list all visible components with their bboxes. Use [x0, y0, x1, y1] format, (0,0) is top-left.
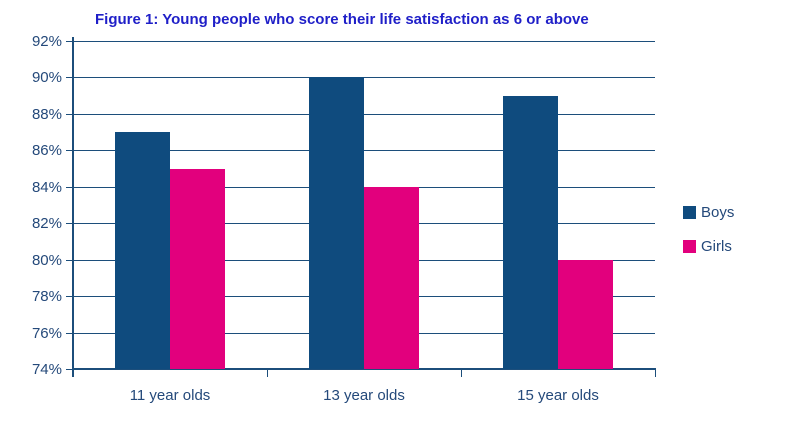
- legend-swatch-boys: [683, 206, 696, 219]
- x-axis-tick-mark: [461, 369, 462, 377]
- legend-label: Girls: [701, 238, 732, 255]
- y-axis-tick-mark: [66, 223, 73, 225]
- x-axis-line: [73, 368, 656, 370]
- y-axis-tick-label: 90%: [31, 69, 62, 87]
- gridline: [73, 150, 655, 152]
- x-axis-tick-mark: [267, 369, 268, 377]
- y-axis-tick-mark: [66, 77, 73, 79]
- chart-title: Figure 1: Young people who score their l…: [95, 11, 589, 28]
- y-axis-tick-label: 86%: [31, 142, 62, 160]
- bar-boys-15-year-olds: [503, 95, 558, 369]
- y-axis-tick-mark: [66, 369, 73, 370]
- gridline: [73, 77, 655, 79]
- y-axis-tick-label: 74%: [31, 361, 62, 378]
- legend-item-boys: Boys: [683, 204, 734, 221]
- x-axis-category-label: 15 year olds: [517, 387, 599, 404]
- legend-item-girls: Girls: [683, 238, 734, 255]
- y-axis-tick-mark: [66, 41, 73, 42]
- y-axis-tick-label: 88%: [31, 105, 62, 123]
- x-axis-category-label: 13 year olds: [323, 387, 405, 404]
- y-axis-tick-mark: [66, 186, 73, 188]
- bar-boys-11-year-olds: [115, 132, 170, 369]
- x-axis-tick-mark: [73, 369, 74, 377]
- y-axis-tick-mark: [66, 113, 73, 115]
- gridline: [73, 113, 655, 115]
- plot-area: [73, 41, 655, 369]
- bar-girls-15-year-olds: [558, 259, 613, 369]
- y-axis-tick-mark: [66, 150, 73, 152]
- x-axis-category-label: 11 year olds: [129, 387, 211, 404]
- y-axis-tick-label: 78%: [31, 288, 62, 306]
- legend-swatch-girls: [683, 240, 696, 253]
- legend-label: Boys: [701, 204, 735, 221]
- x-axis-tick-mark: [655, 369, 656, 377]
- bar-girls-11-year-olds: [170, 168, 225, 369]
- legend: Boys Girls: [683, 204, 734, 272]
- bar-girls-13-year-olds: [364, 186, 419, 369]
- gridline: [73, 41, 655, 42]
- y-axis-tick-label: 82%: [31, 215, 62, 233]
- y-axis-line: [72, 37, 74, 377]
- y-axis-tick-label: 80%: [31, 251, 62, 269]
- y-axis-tick-label: 92%: [31, 33, 62, 50]
- y-axis-tick-label: 76%: [31, 324, 62, 342]
- y-axis-tick-mark: [66, 332, 73, 334]
- y-axis-tick-mark: [66, 296, 73, 298]
- bar-boys-13-year-olds: [309, 77, 364, 369]
- y-axis-tick-label: 84%: [31, 178, 62, 196]
- y-axis-tick-mark: [66, 259, 73, 261]
